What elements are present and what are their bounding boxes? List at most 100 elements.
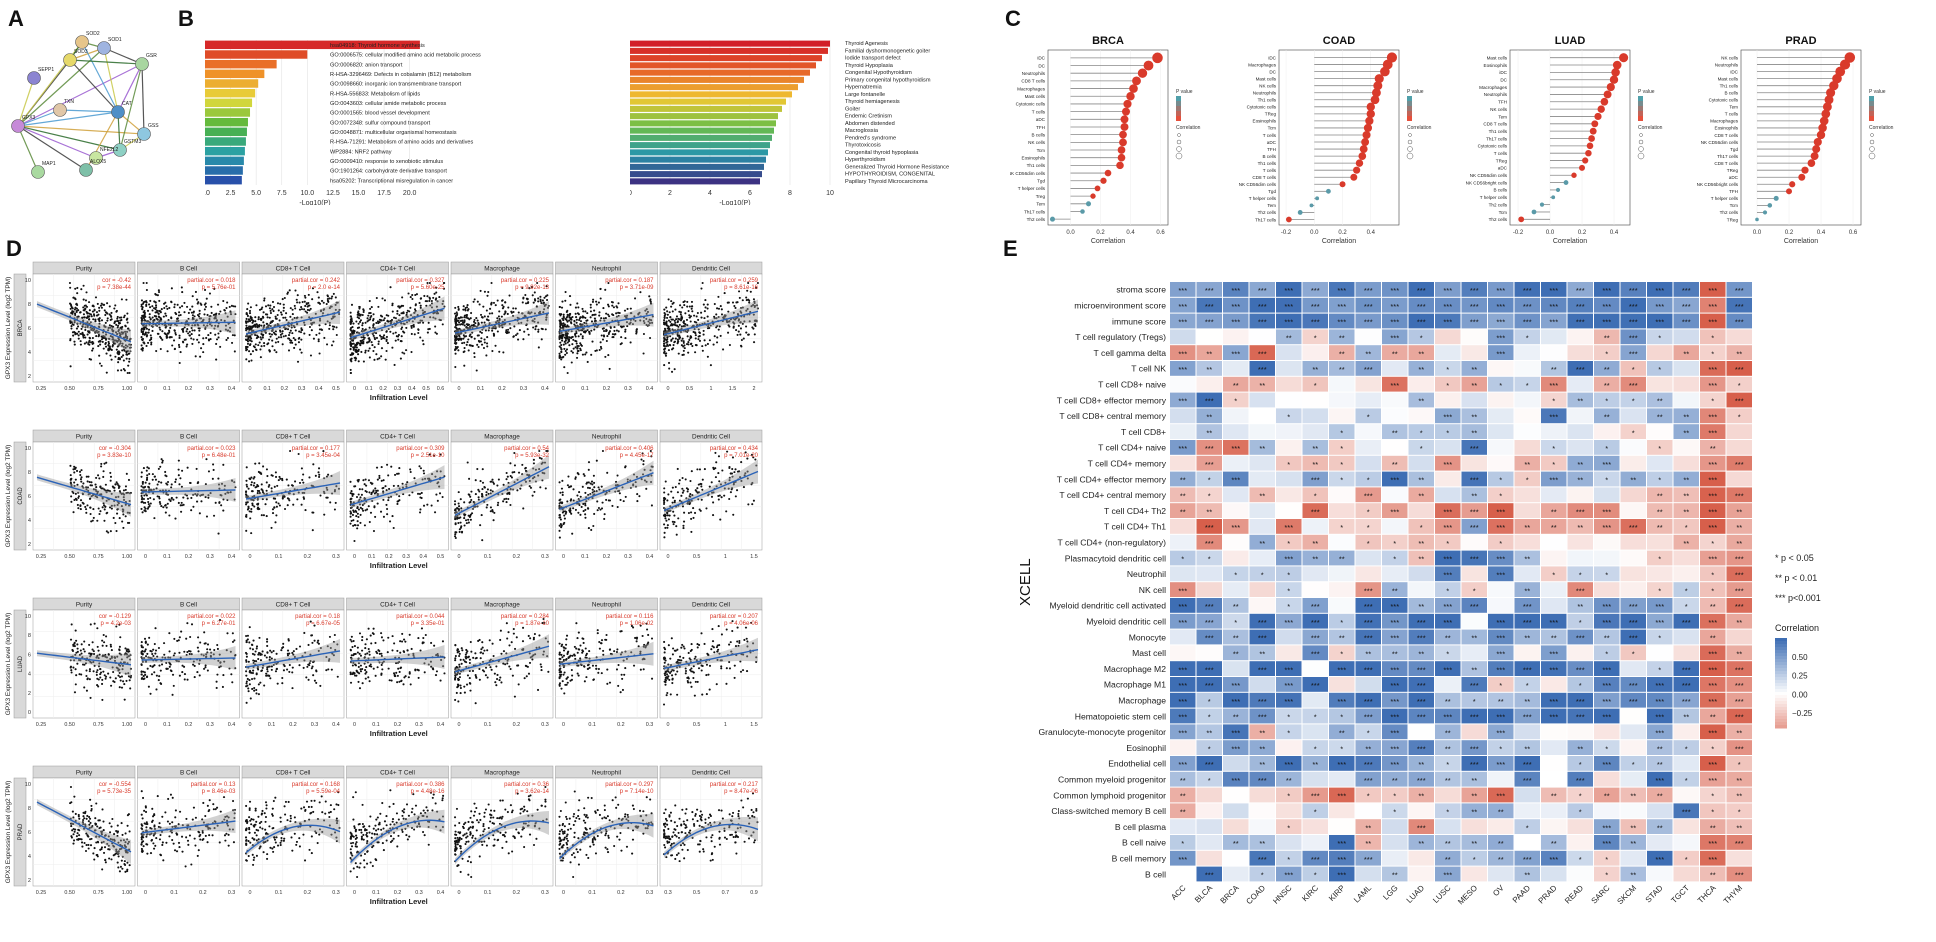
data-point	[101, 340, 104, 343]
data-point	[611, 301, 614, 304]
data-point	[261, 489, 264, 492]
data-point	[636, 493, 639, 496]
data-point	[207, 334, 210, 337]
data-point	[69, 319, 72, 322]
data-point	[214, 501, 217, 504]
data-point	[385, 503, 388, 506]
cell-type-label: Tem	[1267, 203, 1276, 208]
data-point	[539, 310, 542, 313]
data-point	[356, 527, 359, 530]
x-tick-label: 0.2	[304, 554, 312, 560]
data-point	[357, 353, 360, 356]
data-point	[687, 310, 690, 313]
data-point	[151, 316, 154, 319]
data-point	[407, 292, 410, 295]
data-point	[706, 342, 709, 346]
x-tick-label: 0.25	[36, 386, 47, 392]
data-point	[161, 330, 164, 333]
data-point	[277, 479, 280, 482]
data-point	[624, 337, 627, 340]
lollipop-dot	[1612, 60, 1622, 70]
data-point	[83, 342, 86, 345]
lollipop-dot	[1606, 82, 1615, 92]
data-point	[164, 326, 167, 329]
data-point	[303, 294, 306, 297]
data-point	[392, 526, 395, 530]
facet-title: Dendritic Cell	[692, 434, 730, 441]
bar	[205, 69, 265, 79]
data-point	[485, 491, 488, 494]
data-point	[378, 476, 381, 480]
data-point	[667, 361, 671, 365]
data-point	[74, 466, 77, 469]
cell-type-label: T cells	[1263, 133, 1277, 138]
data-point	[177, 501, 180, 505]
data-point	[564, 350, 567, 353]
data-point	[251, 504, 254, 507]
data-point	[269, 325, 272, 328]
data-point	[505, 497, 508, 500]
data-point	[735, 329, 738, 332]
data-point	[572, 488, 575, 491]
facet-title: CD8+ T Cell	[276, 266, 311, 273]
data-point	[168, 514, 171, 517]
data-point	[384, 485, 387, 488]
data-point	[100, 462, 103, 465]
data-point	[439, 319, 442, 322]
data-point	[331, 295, 334, 298]
legend-swatch	[1176, 106, 1181, 111]
data-point	[443, 305, 446, 308]
data-point	[160, 458, 163, 461]
data-point	[558, 514, 561, 517]
lollipop-dot	[1531, 209, 1537, 215]
data-point	[700, 316, 703, 319]
data-point	[463, 316, 466, 319]
data-point	[97, 325, 100, 328]
network-node-label: CAT	[122, 101, 132, 107]
data-point	[622, 500, 625, 503]
data-point	[178, 346, 181, 349]
data-point	[75, 469, 79, 473]
bar-category-label: GO:0009410: response to xenobiotic stimu…	[330, 159, 443, 165]
data-point	[395, 320, 398, 323]
data-point	[572, 347, 575, 350]
x-axis-title: Correlation	[1091, 238, 1125, 245]
data-point	[183, 326, 186, 329]
data-point	[157, 290, 161, 294]
data-point	[574, 476, 577, 479]
data-point	[300, 338, 303, 341]
data-point	[147, 506, 150, 509]
data-point	[671, 486, 674, 489]
data-point	[623, 309, 627, 312]
data-point	[174, 323, 177, 326]
data-point	[349, 480, 352, 483]
data-point	[522, 507, 525, 510]
data-point	[598, 348, 601, 352]
legend-title: Correlation	[1638, 125, 1663, 131]
data-point	[728, 343, 731, 347]
data-point	[307, 304, 310, 307]
data-point	[559, 518, 562, 521]
data-point	[537, 346, 540, 349]
data-point	[410, 351, 413, 354]
data-point	[394, 324, 397, 327]
data-point	[250, 490, 254, 493]
data-point	[616, 474, 619, 477]
lollipop-dot	[1762, 210, 1768, 215]
facet-title: CD4+ T Cell	[380, 266, 415, 273]
data-point	[405, 313, 408, 316]
data-point	[430, 299, 433, 303]
legend-swatch	[1176, 116, 1181, 121]
data-point	[455, 531, 458, 534]
data-point	[218, 312, 221, 316]
data-point	[85, 341, 88, 344]
data-point	[113, 307, 116, 310]
data-point	[509, 327, 512, 330]
data-point	[570, 318, 573, 321]
data-point	[109, 335, 112, 338]
data-point	[663, 319, 666, 322]
data-point	[426, 503, 429, 506]
data-point	[387, 499, 390, 502]
data-point	[372, 319, 375, 322]
legend-swatch	[1638, 96, 1643, 101]
